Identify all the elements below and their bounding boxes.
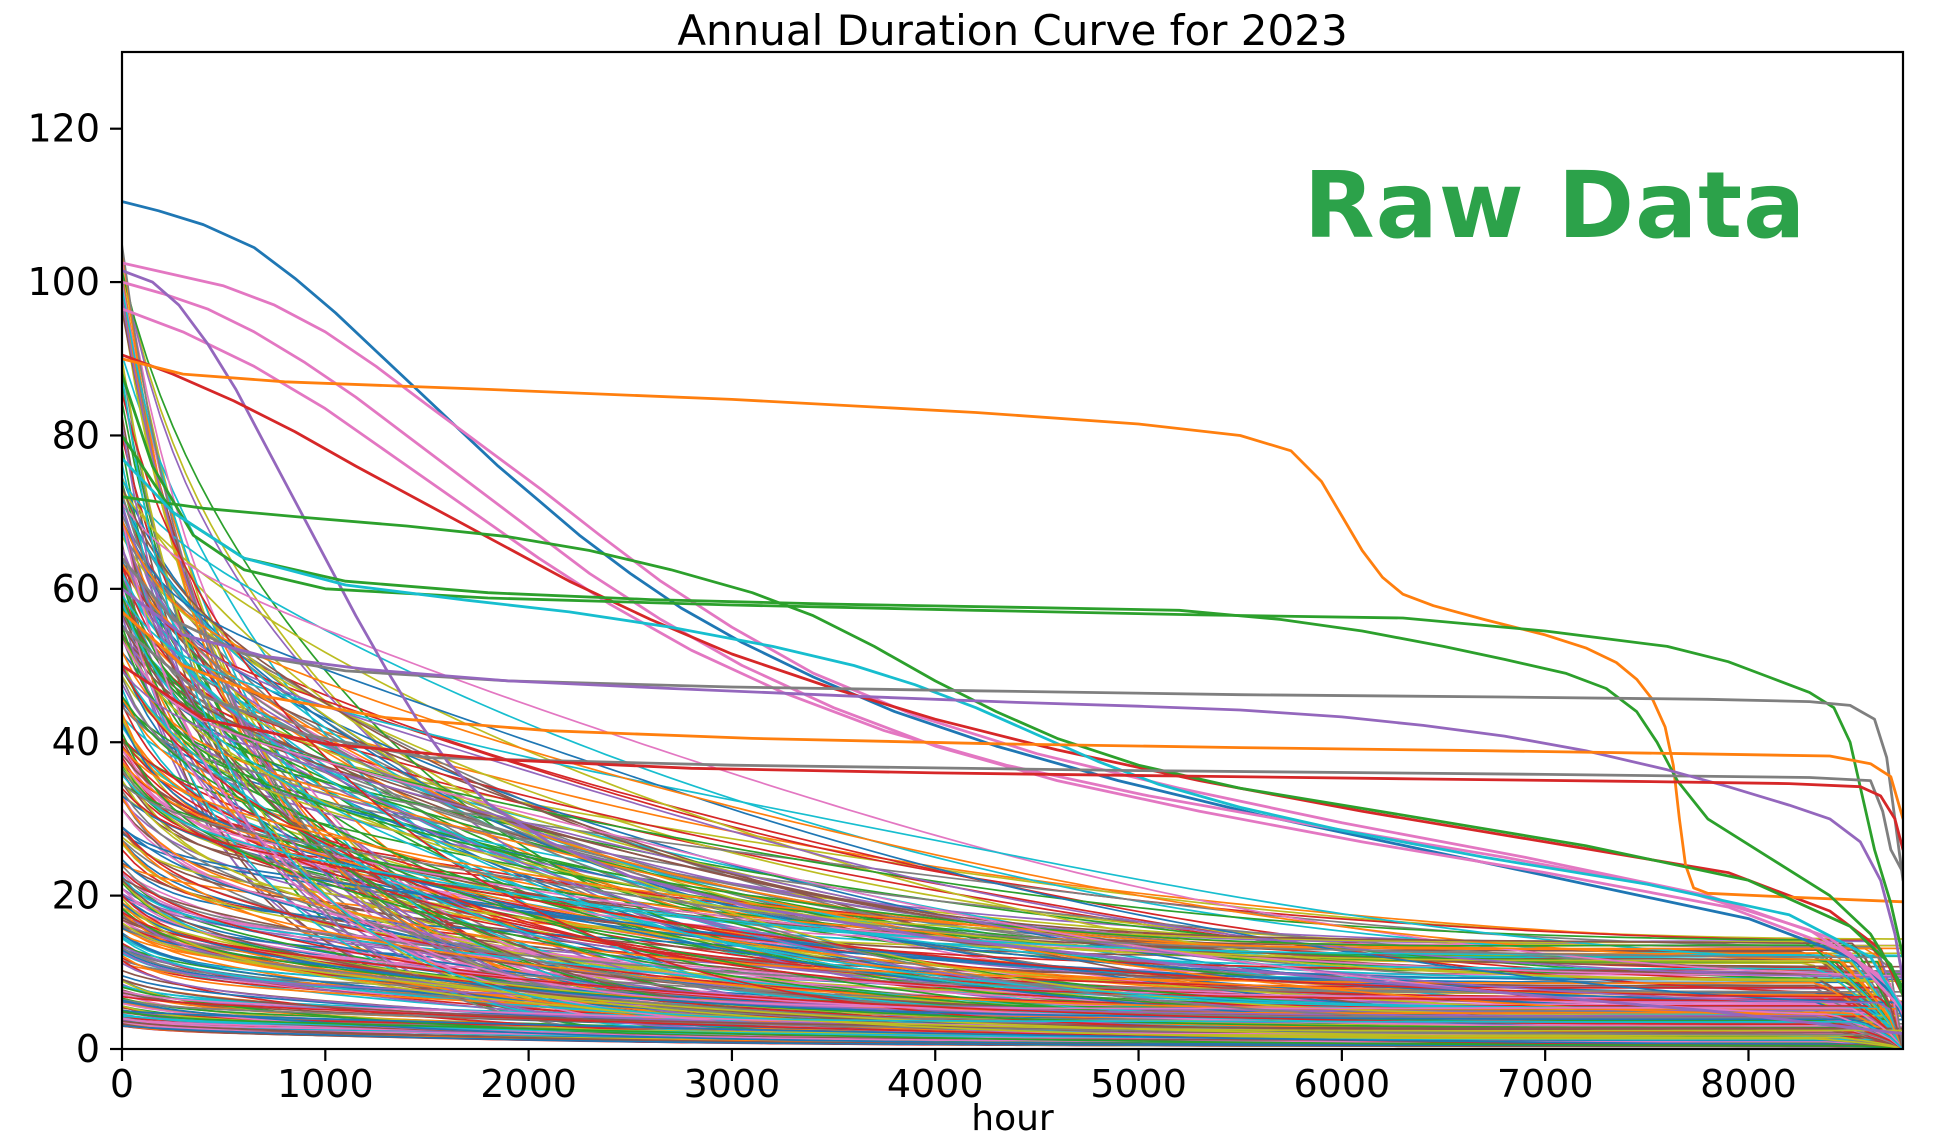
x-tick-label: 7000 (1497, 1062, 1594, 1106)
curves-layer (122, 200, 1903, 1049)
x-tick-label: 1000 (277, 1062, 374, 1106)
plot-border (120, 50, 1905, 1051)
series-red-steep (122, 353, 1903, 997)
series-purple-flat (122, 587, 1903, 982)
series-orange-flat (122, 610, 1903, 821)
x-tick-label: 3000 (684, 1062, 781, 1106)
y-tick-label: 60 (52, 567, 100, 611)
x-tick-label: 6000 (1294, 1062, 1391, 1106)
series-orange-stepped (122, 357, 1903, 904)
x-tick-label: 8000 (1700, 1062, 1797, 1106)
series-gray-low (122, 625, 1903, 874)
x-tick-label: 4000 (887, 1062, 984, 1106)
y-tick-label: 100 (27, 260, 100, 304)
axis-ticks (110, 127, 1750, 1061)
y-tick-label: 80 (52, 413, 100, 457)
series-peak-blue (122, 200, 1903, 1020)
y-tick-label: 120 (27, 107, 100, 151)
x-tick-label: 0 (110, 1062, 134, 1106)
axis-tick-labels: 0 1000 2000 3000 4000 5000 6000 7000 8000 0 20 40 60… (27, 107, 1796, 1106)
series-pink-b (122, 280, 1903, 1013)
chart-title: Annual Duration Curve for 2023 (677, 6, 1348, 55)
raw-data-annotation: Raw Data (1303, 152, 1807, 259)
series-green-flat-lower (122, 434, 1903, 989)
x-axis-label: hour (971, 1098, 1054, 1139)
series-gray-flat (122, 556, 1903, 882)
x-tick-label: 2000 (480, 1062, 577, 1106)
y-tick-label: 20 (52, 874, 100, 918)
series-green-flat-upper (122, 372, 1903, 959)
x-tick-label: 5000 (1090, 1062, 1187, 1106)
series-cyan-mid (122, 457, 1903, 1013)
series-green-decline (122, 495, 1903, 997)
y-tick-label: 40 (52, 720, 100, 764)
series-red-flat (122, 664, 1903, 851)
y-tick-label: 0 (76, 1027, 100, 1071)
